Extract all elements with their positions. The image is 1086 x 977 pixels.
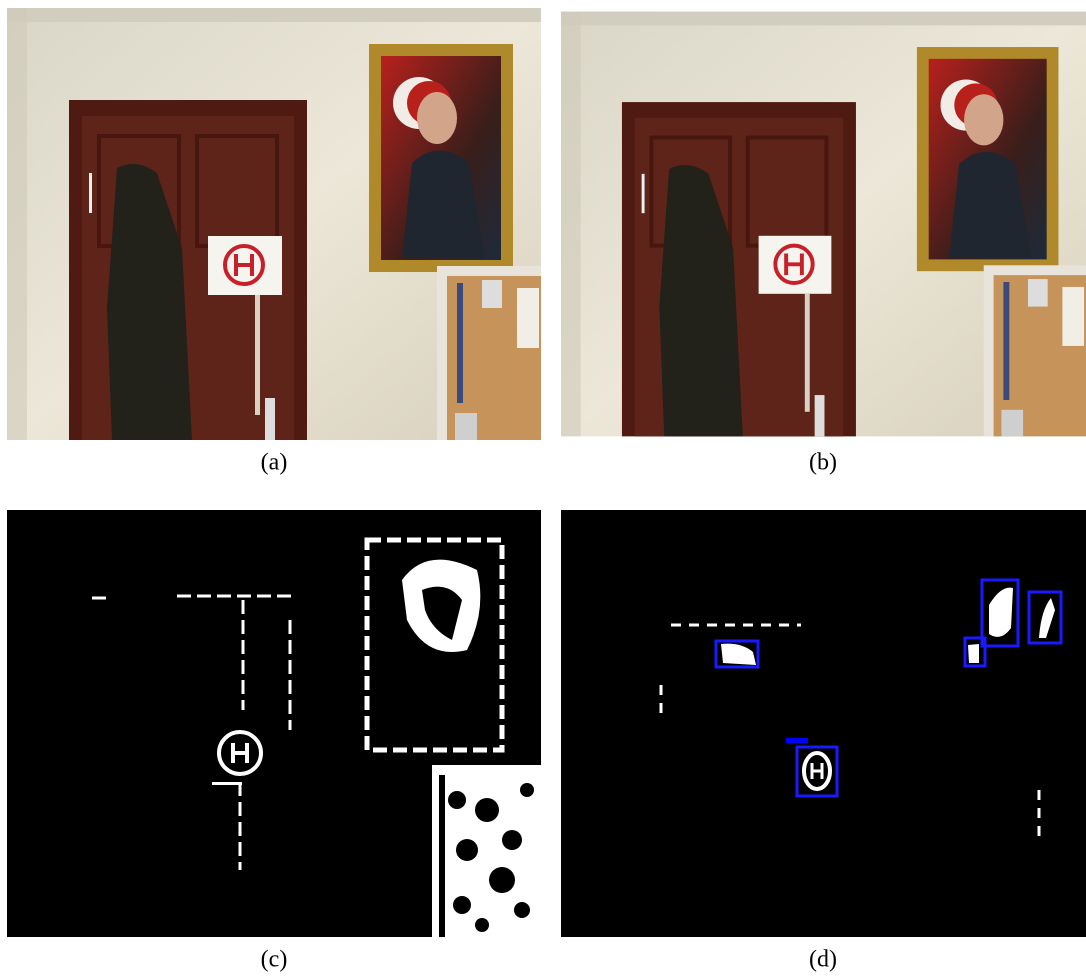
image [561,510,1086,937]
caption: (d) [809,947,837,973]
image [7,8,541,440]
caption: (a) [261,450,288,476]
figure: (a) (b) (c) [0,0,1086,977]
image [561,12,1086,437]
panel-c: (c) [7,510,541,973]
panel-a: (a) [7,8,541,476]
caption: (b) [809,450,837,476]
panel-d: (d) [561,510,1086,973]
caption: (c) [261,947,288,973]
image [7,510,541,937]
panel-b: (b) [561,12,1086,476]
